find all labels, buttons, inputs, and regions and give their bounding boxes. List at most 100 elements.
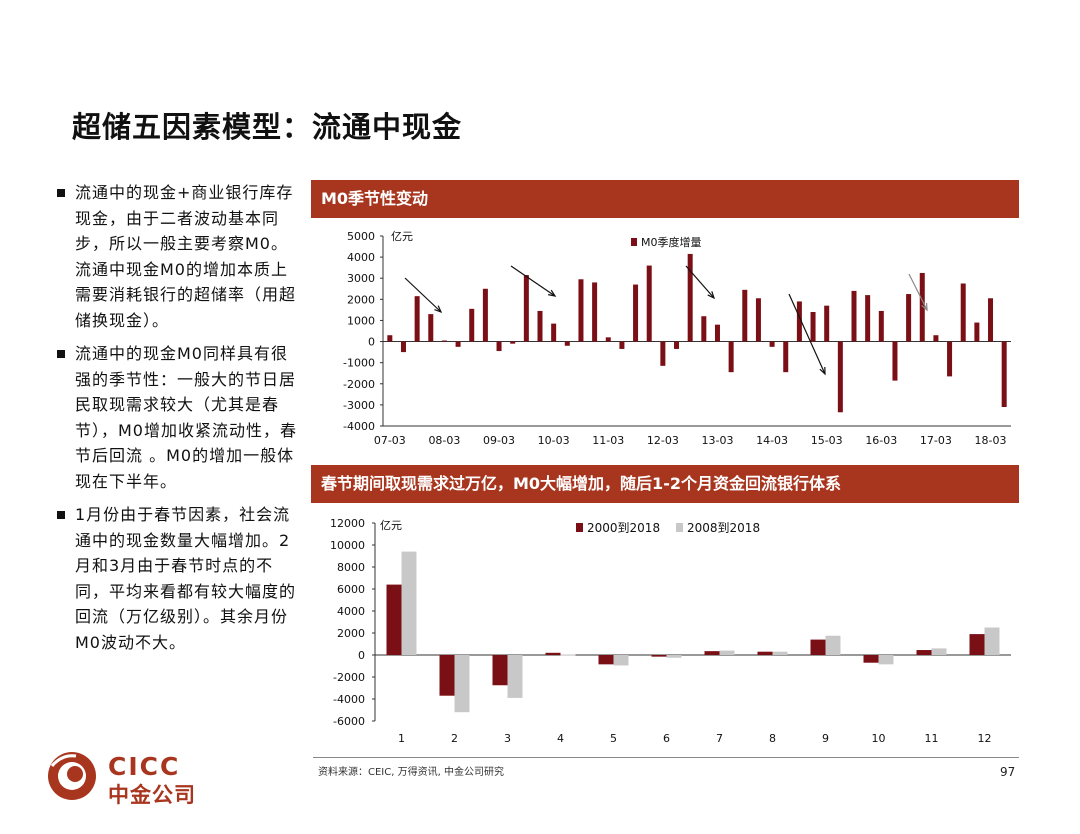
- y-tick-label: -3000: [343, 399, 375, 412]
- y-tick-label: -1000: [343, 357, 375, 370]
- x-tick-label: 14-03: [756, 434, 788, 447]
- bar: [984, 627, 1000, 655]
- x-tick-label: 9: [822, 732, 829, 745]
- bar: [969, 634, 985, 655]
- bar: [666, 655, 682, 658]
- logo-text-en: CICC: [108, 752, 181, 781]
- y-unit-label: 亿元: [380, 519, 402, 532]
- bar: [974, 322, 980, 342]
- bar: [742, 289, 748, 342]
- bar: [851, 290, 857, 342]
- bar: [400, 341, 406, 353]
- bar: [560, 654, 576, 656]
- bar: [428, 314, 434, 342]
- x-tick-label: 7: [716, 732, 723, 745]
- y-tick-label: -4000: [343, 420, 375, 433]
- bar: [704, 651, 720, 655]
- x-tick-label: 17-03: [920, 434, 952, 447]
- x-tick-label: 10-03: [538, 434, 570, 447]
- bar: [810, 312, 816, 342]
- legend-swatch: [631, 238, 637, 246]
- x-tick-label: 4: [557, 732, 564, 745]
- y-tick-label: -6000: [333, 715, 365, 728]
- bar: [545, 652, 561, 655]
- page-title: 超储五因素模型：流通中现金: [72, 110, 463, 144]
- bar: [1001, 341, 1007, 407]
- bar: [796, 301, 802, 342]
- cicc-logo-icon: [48, 752, 96, 800]
- legend-label: 2008到2018: [687, 521, 760, 535]
- x-tick-label: 09-03: [483, 434, 515, 447]
- bar: [439, 655, 455, 696]
- y-tick-label: 6000: [337, 583, 365, 596]
- trend-arrow: [908, 273, 928, 311]
- m0-seasonal-chart: 5000 4000 3000 2000 1000 0 -1000 -2000 -3000 -400…: [343, 230, 1011, 447]
- bar: [496, 341, 502, 352]
- bullet-item: 流通中的现金+商业银行库存现金，由于二者波动基本同步，所以一般主要考察M0。流通…: [55, 180, 301, 333]
- bar: [865, 295, 871, 342]
- bar: [810, 639, 826, 655]
- trend-arrow-head: [707, 291, 716, 300]
- bar: [633, 284, 639, 342]
- bar: [783, 341, 789, 373]
- y-tick-label: 4000: [347, 251, 375, 264]
- legend-swatch: [576, 523, 583, 532]
- bar: [714, 324, 720, 342]
- x-tick-label: 15-03: [811, 434, 843, 447]
- x-tick-label: 12: [978, 732, 992, 745]
- x-tick-label: 18-03: [975, 434, 1007, 447]
- bar: [931, 648, 947, 655]
- bullet-item: 1月份由于春节因素，社会流通中的现金数量大幅增加。2月和3月由于春节时点的不同，…: [55, 502, 301, 655]
- chart2-title: 春节期间取现需求过万亿，M0大幅增加，随后1-2个月资金回流银行体系: [311, 465, 1019, 503]
- bar: [455, 341, 461, 347]
- bar: [728, 341, 734, 373]
- bar: [578, 279, 584, 342]
- bar: [892, 341, 898, 381]
- bar: [592, 282, 598, 342]
- bar: [507, 655, 523, 698]
- bar: [510, 341, 516, 344]
- trend-arrow: [685, 265, 715, 299]
- bar: [906, 294, 912, 342]
- bar: [598, 655, 614, 665]
- bar: [387, 335, 393, 342]
- y-tick-label: 8000: [337, 561, 365, 574]
- y-tick-label: 2000: [337, 627, 365, 640]
- bar: [916, 650, 932, 655]
- x-tick-label: 2: [451, 732, 458, 745]
- bar: [687, 253, 693, 342]
- y-tick-label: 10000: [330, 539, 365, 552]
- x-tick-label: 5: [610, 732, 617, 745]
- bar: [701, 316, 707, 342]
- bar: [769, 341, 775, 347]
- trend-arrow-head: [921, 302, 928, 312]
- y-tick-label: 4000: [337, 605, 365, 618]
- bar: [825, 635, 841, 655]
- bar: [386, 584, 402, 655]
- trend-arrow: [788, 293, 826, 375]
- x-tick-label: 07-03: [374, 434, 406, 447]
- source-note: 资料来源：CEIC, 万得资讯, 中金公司研究: [318, 767, 504, 778]
- bar: [414, 296, 420, 342]
- page-number: 97: [1000, 765, 1016, 779]
- y-tick-label: -2000: [343, 378, 375, 391]
- bar: [824, 305, 830, 342]
- trend-arrow-head: [434, 305, 443, 314]
- trend-arrow-head: [548, 289, 557, 297]
- y-tick-label: 2000: [347, 293, 375, 306]
- x-tick-label: 16-03: [865, 434, 897, 447]
- bar: [492, 655, 508, 686]
- y-tick-label: 0: [368, 336, 375, 349]
- bar: [719, 650, 735, 655]
- trend-arrow: [404, 277, 442, 313]
- bar: [837, 341, 843, 413]
- bar: [960, 283, 966, 342]
- x-tick-label: 12-03: [647, 434, 679, 447]
- x-tick-label: 6: [663, 732, 670, 745]
- x-tick-label: 3: [504, 732, 511, 745]
- bar: [772, 651, 788, 655]
- bar: [537, 310, 543, 342]
- bar: [551, 323, 557, 342]
- logo-text-cn: 中金公司: [108, 783, 196, 807]
- y-tick-label: 5000: [347, 230, 375, 243]
